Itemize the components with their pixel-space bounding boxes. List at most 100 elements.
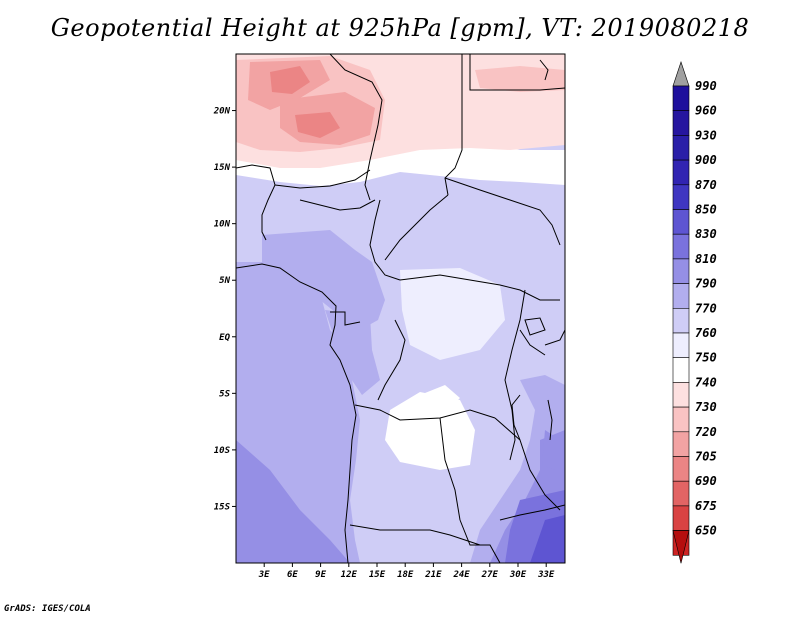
- legend-swatch: [672, 110, 690, 136]
- field-east-900: [530, 515, 565, 563]
- map-frame: [235, 53, 566, 564]
- field-ne-750: [475, 66, 565, 92]
- legend-level-label: 990: [695, 79, 717, 93]
- lake-malawi: [547, 399, 553, 441]
- border-nigeria-cameroon: [369, 199, 401, 281]
- latitude-axis: 20N 15N 10N 5N EQ 5S 10S 15S: [213, 107, 236, 512]
- lake-tanganyika: [511, 394, 521, 441]
- field-sahel-770: [236, 145, 565, 186]
- legend-swatch: [672, 382, 690, 408]
- legend-level-label: 790: [695, 277, 717, 291]
- legend-level-label: 760: [695, 326, 717, 340]
- legend-level-label: 900: [695, 153, 717, 167]
- height-field: [236, 54, 565, 563]
- legend-swatch: [672, 332, 690, 359]
- legend-arrow-bottom: [672, 530, 690, 564]
- legend-swatch: [672, 357, 690, 383]
- lat-tick-label: 5N: [219, 276, 230, 286]
- borders: [236, 54, 565, 563]
- legend-level-label: 870: [695, 178, 717, 192]
- lon-tick-label: 9E: [315, 570, 326, 580]
- legend-level-label: 810: [695, 252, 717, 266]
- legend-labels: 990 960 930 900 870 850 830 810 790 770 760 750 740 7…: [695, 79, 717, 538]
- border-drc-east: [504, 289, 526, 461]
- field-angola-770b: [420, 385, 460, 412]
- field-sahara-730b: [295, 112, 340, 138]
- border-car-drc: [399, 274, 560, 301]
- legend-level-label: 675: [695, 499, 717, 513]
- legend-swatch: [672, 209, 690, 235]
- field-sahara-730a: [270, 66, 310, 94]
- border-mauritania-mali: [236, 164, 276, 241]
- lat-tick-label: 15S: [214, 502, 231, 512]
- lon-tick-label: 6E: [287, 570, 298, 580]
- legend-level-label: 740: [695, 375, 717, 389]
- coastline-west: [236, 263, 357, 563]
- field-coast-810: [325, 310, 380, 395]
- border-mali-niger: [274, 169, 371, 189]
- legend-level-label: 720: [695, 425, 717, 439]
- border-drc-angola: [354, 404, 496, 421]
- legend-swatch: [672, 307, 690, 334]
- border-namibia: [349, 524, 481, 546]
- legend-level-label: 690: [695, 474, 717, 488]
- border-egypt: [469, 54, 565, 91]
- legend-swatch: [672, 406, 690, 433]
- field-ocean-850: [236, 440, 350, 563]
- lat-tick-label: 20N: [213, 107, 231, 117]
- border-uganda: [519, 329, 546, 356]
- border-chad-car: [384, 194, 449, 261]
- legend-level-label: 650: [695, 524, 717, 538]
- legend-swatch: [672, 283, 690, 309]
- lon-tick-label: 3E: [258, 570, 270, 580]
- border-zimbabwe: [499, 504, 565, 521]
- chart-title: Geopotential Height at 925hPa [gpm], VT:…: [50, 14, 750, 42]
- lon-tick-label: 12E: [341, 570, 358, 580]
- border-zambia-malawi: [494, 417, 561, 511]
- legend-arrow-top: [672, 61, 690, 87]
- legend-level-label: 830: [695, 227, 717, 241]
- lake-victoria: [524, 317, 546, 336]
- lat-tick-label: 5S: [219, 389, 230, 399]
- border-angola-zambia: [439, 417, 461, 521]
- lon-tick-label: 33E: [537, 570, 555, 580]
- legend-bars: [672, 61, 690, 564]
- nile-delta: [539, 59, 549, 81]
- legend-level-label: 705: [695, 450, 717, 464]
- lat-tick-label: EQ: [219, 333, 230, 343]
- border-congo-drc: [377, 319, 406, 401]
- border-libya-chad: [444, 54, 463, 196]
- field-gulf-810: [262, 230, 385, 330]
- lon-tick-label: 18E: [397, 570, 414, 580]
- field-congo-790: [400, 268, 505, 360]
- legend-level-label: 770: [695, 301, 717, 315]
- legend-swatch: [672, 505, 690, 531]
- legend-swatch: [672, 480, 690, 507]
- border-eq-guinea: [330, 311, 361, 326]
- lon-tick-label: 21E: [424, 570, 442, 580]
- legend-swatch: [672, 431, 690, 457]
- legend-swatch: [672, 233, 690, 260]
- legend-swatch: [672, 184, 690, 210]
- legend-level-label: 960: [695, 104, 717, 118]
- longitude-axis: 3E 6E 9E 12E 15E 18E 21E 24E 27E 30E 33E: [258, 563, 555, 580]
- lat-tick-label: 10S: [214, 446, 231, 456]
- legend-swatch: [672, 159, 690, 186]
- legend-level-label: 750: [695, 351, 717, 365]
- lon-tick-label: 30E: [509, 570, 527, 580]
- border-algeria-niger: [329, 54, 383, 201]
- lon-tick-label: 15E: [369, 570, 386, 580]
- lon-tick-label: 24E: [452, 570, 470, 580]
- credit-text: GrADS: IGES/COLA: [4, 604, 91, 614]
- legend-swatch: [672, 85, 690, 112]
- field-angola-770: [385, 392, 475, 470]
- legend-level-label: 930: [695, 128, 717, 142]
- legend-swatch: [672, 258, 690, 284]
- border-nigeria-north: [299, 199, 376, 211]
- legend-level-label: 730: [695, 400, 717, 414]
- legend-swatch: [672, 456, 690, 482]
- lat-tick-label: 15N: [214, 163, 231, 173]
- lon-tick-label: 27E: [481, 570, 499, 580]
- border-kenya: [544, 329, 565, 346]
